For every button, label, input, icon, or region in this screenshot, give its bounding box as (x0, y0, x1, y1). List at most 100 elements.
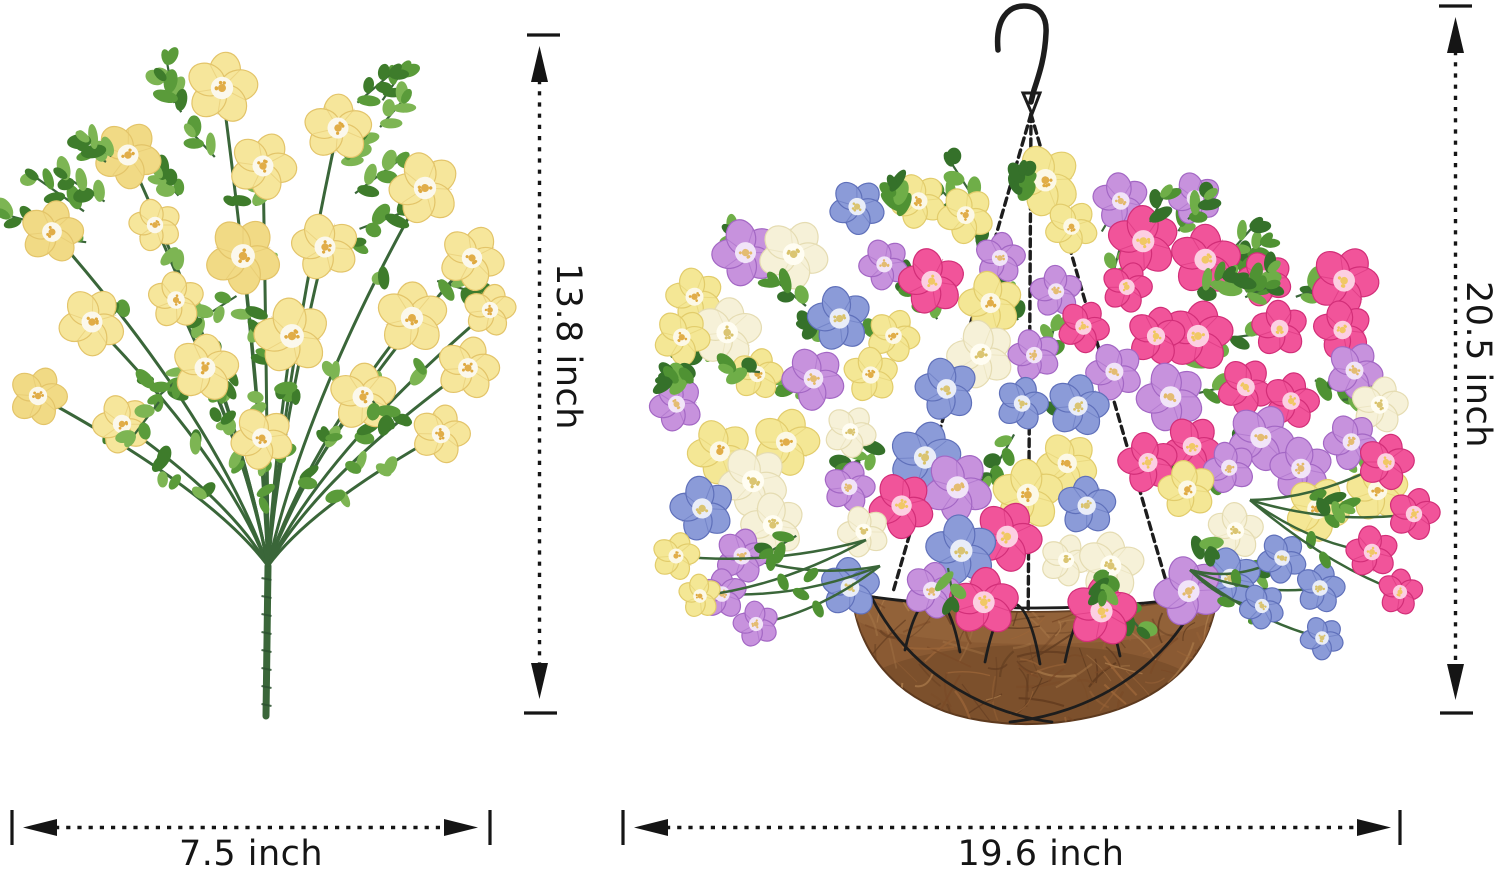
petunia-flower (836, 506, 888, 558)
basket-width-label: 19.6 inch (957, 834, 1125, 872)
petunia-flower (330, 362, 397, 428)
petunia-flower (936, 188, 993, 245)
arrowhead-up-icon (531, 46, 548, 82)
petunia-flower (1311, 248, 1380, 316)
foliage-sprig (145, 67, 188, 113)
foliage-sprig (716, 353, 761, 385)
petunia-flower (914, 357, 976, 420)
petunia-flower (1207, 502, 1264, 557)
petunia-flower (1157, 460, 1215, 518)
petunia-flower (923, 455, 992, 524)
petunia-flower (1256, 534, 1307, 584)
bush-stalk (262, 562, 272, 720)
arrowhead-down-icon (1447, 664, 1464, 700)
petunia-flower (1251, 299, 1307, 355)
petunia-flower (290, 213, 358, 280)
petunia-flower (868, 309, 921, 362)
petunia-flower (1049, 374, 1110, 436)
petunia-flower (1359, 433, 1415, 491)
bush-width-dimension-line (10, 810, 492, 845)
foliage-sprig (1087, 569, 1120, 607)
petunia-flower (230, 408, 293, 470)
petunia-flower (1135, 362, 1203, 432)
foliage-sprig (379, 81, 417, 129)
petunia-flower (438, 336, 501, 399)
petunia-flower (806, 286, 870, 350)
foliage-sprig (757, 268, 809, 307)
petunia-flower (781, 348, 845, 411)
flower-bush-illustration (0, 47, 517, 720)
foliage-sprig (754, 531, 797, 564)
petunia-flower (976, 231, 1026, 282)
arrowhead-right-icon (444, 819, 478, 836)
petunia-flower (1296, 562, 1346, 613)
petunia-flower (1045, 202, 1098, 254)
petunia-flower (1389, 488, 1441, 540)
petunia-flower (1103, 262, 1153, 313)
foliage-sprig (67, 124, 115, 159)
petunia-flower (829, 181, 885, 236)
petunia-flower (925, 514, 997, 586)
petunia-flower (732, 600, 778, 647)
foliage-sprig (879, 169, 912, 217)
petunia-flower (92, 395, 149, 454)
foliage-sprig (1149, 184, 1182, 223)
foliage-sprig (53, 156, 106, 203)
foliage-sprig (652, 366, 694, 395)
basket-height-dimension-line (1439, 4, 1473, 715)
petunia-flower (304, 93, 373, 159)
petunia-flower (825, 407, 877, 459)
petunia-flower (1378, 568, 1424, 615)
foliage-sprig (1187, 181, 1222, 223)
petunia-flower (665, 267, 722, 326)
petunia-flower (654, 311, 711, 367)
arrowhead-down-icon (531, 663, 548, 699)
foliage-sprig (1316, 491, 1361, 524)
petunia-flower (1058, 301, 1110, 354)
foliage-sprig (183, 115, 216, 158)
bush-flowers (12, 51, 517, 470)
petunia-flower (858, 239, 909, 291)
petunia-flower (231, 133, 298, 200)
arrowhead-left-icon (23, 819, 57, 836)
petunia-flower (1058, 475, 1117, 533)
petunia-flower (388, 152, 457, 224)
petunia-flower (669, 475, 732, 541)
foliage-sprig (20, 168, 85, 213)
petunia-flower (958, 270, 1022, 335)
petunia-flower (253, 297, 327, 372)
petunia-flower (843, 346, 898, 402)
petunia-flower (897, 248, 964, 314)
petunia-flower (1007, 329, 1059, 381)
petunia-flower (58, 290, 125, 357)
petunia-flower (1351, 376, 1409, 433)
petunia-flower (22, 200, 85, 262)
petunia-flower (868, 474, 934, 540)
hanging-basket-illustration (648, 3, 1441, 725)
petunia-flower (678, 573, 721, 617)
petunia-flower (821, 556, 880, 615)
petunia-flower (1345, 525, 1398, 576)
petunia-flower (12, 367, 68, 426)
spill-flowers (653, 433, 1441, 661)
petunia-flower (653, 532, 701, 580)
petunia-flower (95, 123, 162, 190)
petunia-flower (441, 226, 505, 292)
foliage-sprig (934, 567, 967, 615)
petunia-flower (1238, 584, 1284, 630)
petunia-flower (174, 333, 240, 400)
petunia-flower (1092, 172, 1148, 228)
foliage-sprig (356, 63, 410, 107)
petunia-flower (1085, 343, 1141, 401)
petunia-flower (147, 271, 204, 327)
basket-width-dimension-line (621, 810, 1402, 845)
petunia-flower (1129, 306, 1186, 365)
petunia-flower (1029, 264, 1082, 316)
petunia-flower (755, 408, 821, 476)
foliage-sprig (115, 401, 160, 448)
foliage-sprig (1196, 261, 1243, 302)
petunia-flower (998, 376, 1050, 430)
